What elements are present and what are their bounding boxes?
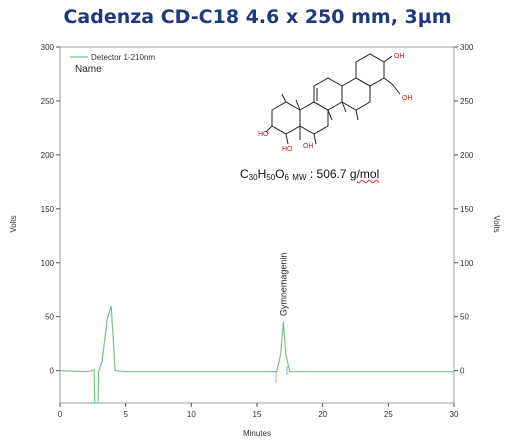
y-axis-label-right: Volts [492,215,501,232]
y-tick-label-left: 50 [45,313,54,322]
y-tick-label-left: 250 [41,97,55,106]
x-tick-label: 30 [450,410,459,419]
y-tick-label-right: 0 [460,367,465,376]
x-axis-label: Minutes [243,429,271,438]
y-axis-label-left: Volts [9,215,18,232]
legend-entry: Detector 1-210nm [91,53,155,62]
y-tick-label-right: 200 [460,151,474,160]
y-tick-label-left: 150 [41,205,55,214]
peak-label: Gymnemagenin [278,253,288,317]
y-tick-label-right: 150 [460,205,474,214]
y-tick-label-left: 200 [41,151,55,160]
y-tick-label-right: 300 [460,43,474,52]
x-tick-label: 0 [58,410,63,419]
chart-title: Cadenza CD-C18 4.6 x 250 mm, 3µm [63,6,452,28]
svg-text:OH: OH [303,143,314,150]
svg-text:OH: OH [394,53,405,60]
y-tick-label-left: 0 [50,367,55,376]
molecular-formula: C30H50O6 MW : 506.7 g/mol [240,167,380,182]
y-tick-label-right: 250 [460,97,474,106]
y-tick-label-right: 50 [460,313,469,322]
y-tick-label-right: 100 [460,259,474,268]
molecular-oh-labels: HO HO OH OH OH [258,53,413,153]
molecular-structure-image [265,53,401,145]
svg-text:HO: HO [258,131,269,138]
x-tick-label: 10 [187,410,196,419]
svg-text:HO: HO [282,146,293,153]
legend-name-label: Name [75,64,102,75]
y-tick-label-left: 300 [41,43,55,52]
x-tick-label: 15 [253,410,262,419]
x-tick-label: 25 [384,410,393,419]
plot-area [59,46,455,404]
y-tick-label-left: 100 [41,259,55,268]
x-tick-label: 5 [123,410,128,419]
x-tick-label: 20 [318,410,327,419]
svg-text:OH: OH [402,95,413,102]
detector-trace [59,305,454,404]
